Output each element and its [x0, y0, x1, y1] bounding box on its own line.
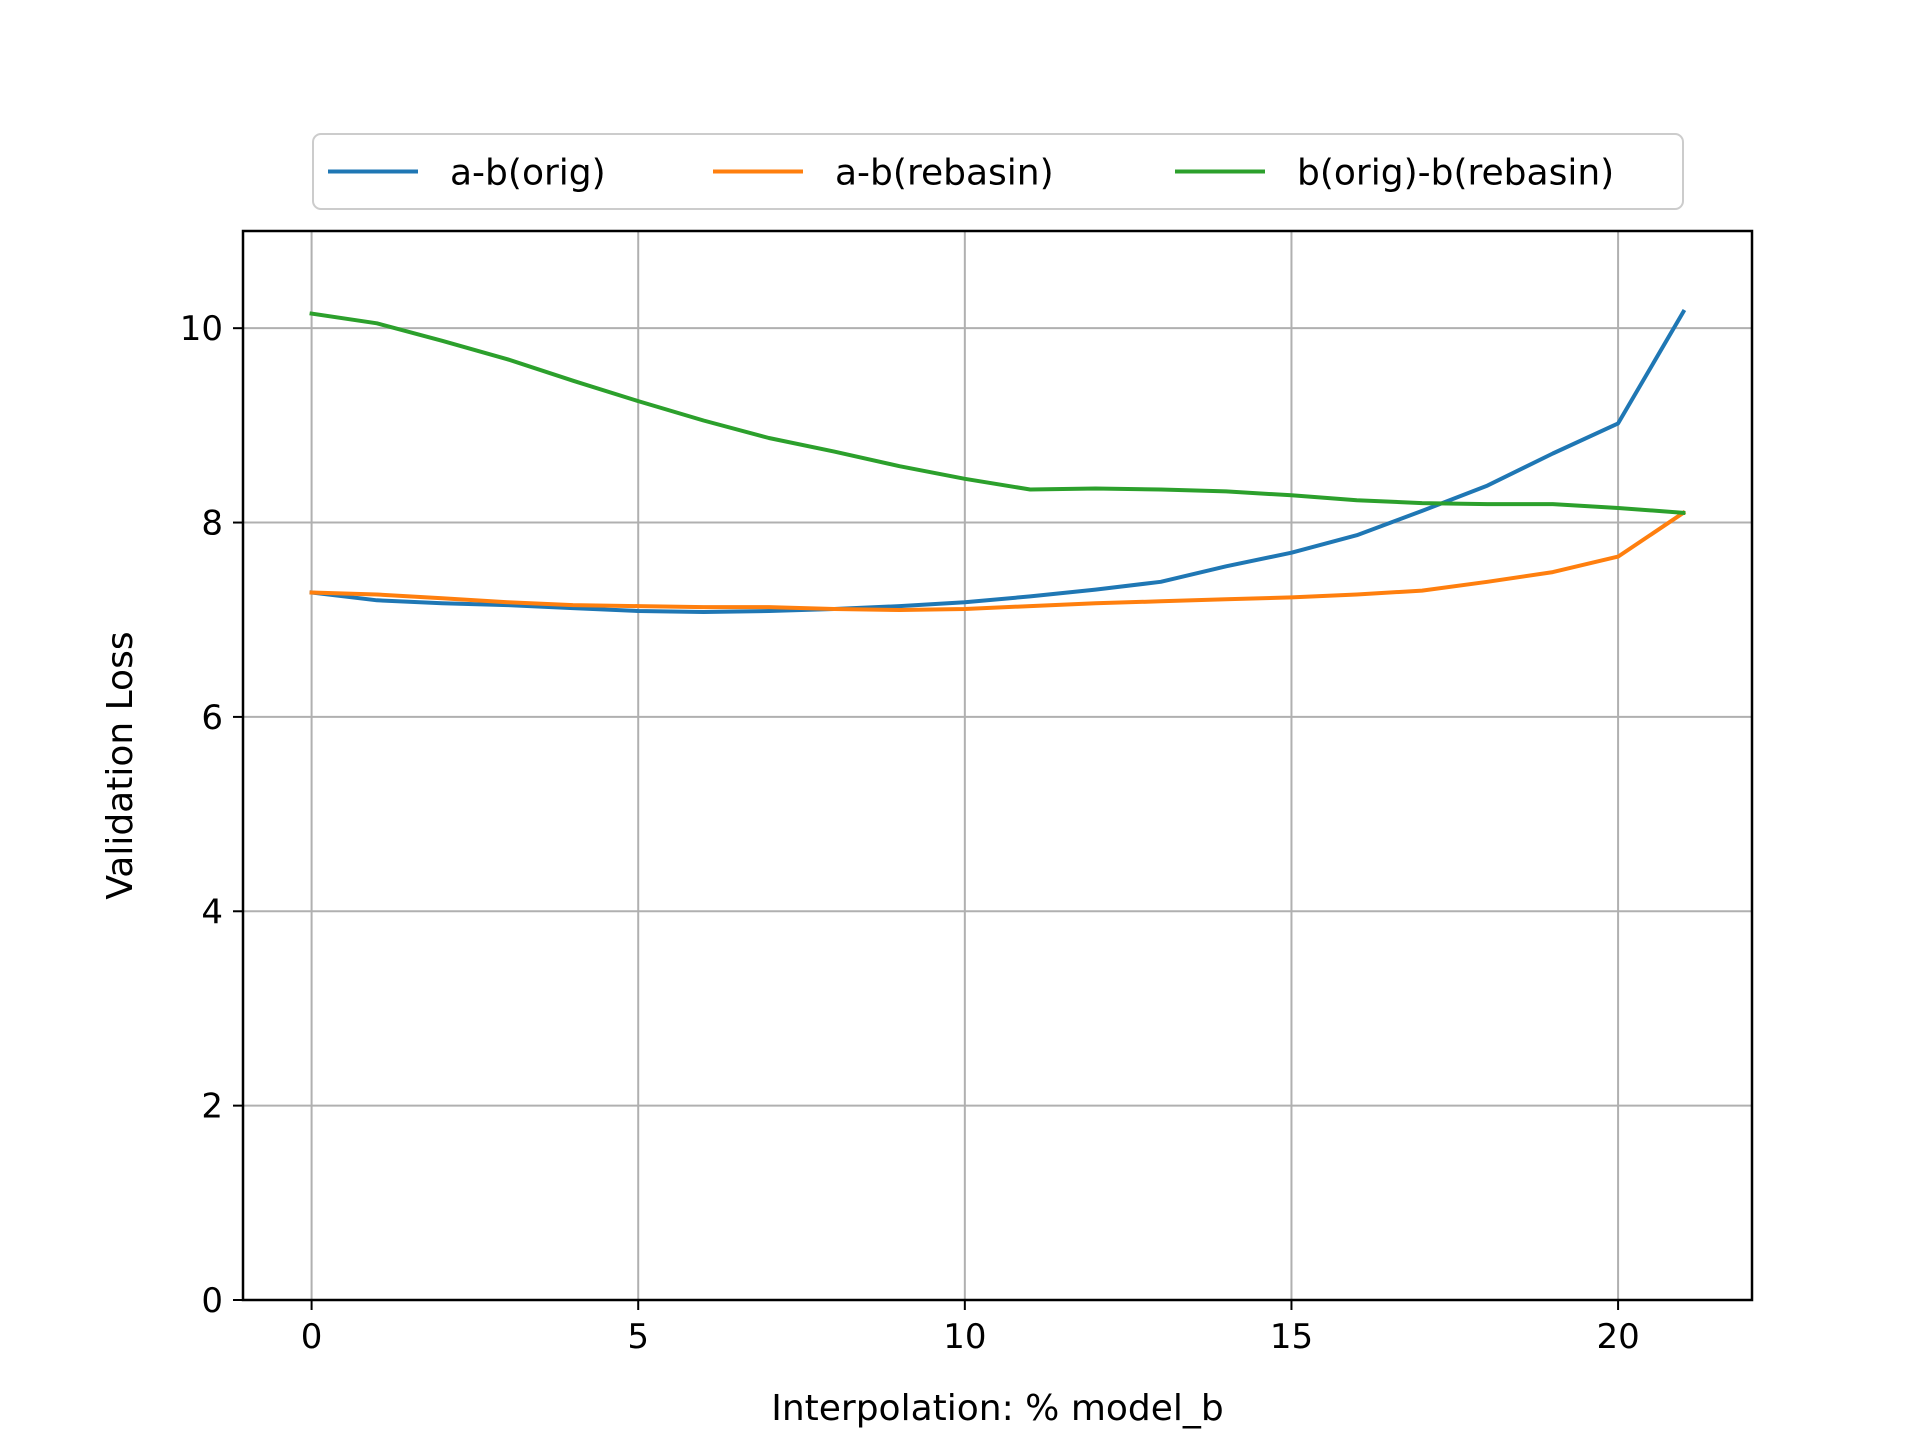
x-tick-label: 0	[301, 1317, 323, 1357]
axis-ticks: 0 5 10 15 20 0 2 4 6 8 10	[180, 309, 1640, 1357]
series-line-1	[309, 308, 1687, 614]
x-axis-title: Interpolation: % model_b	[771, 1388, 1224, 1429]
x-tick-label: 20	[1596, 1317, 1639, 1357]
series-line-2	[309, 510, 1687, 612]
y-tick-label: 8	[201, 504, 223, 544]
plot-frame	[241, 229, 1754, 1302]
y-axis-title: Validation Loss	[100, 631, 141, 899]
grid-lines	[243, 231, 1752, 1301]
legend-label: a-b(orig)	[450, 153, 606, 194]
legend: a-b(orig) a-b(rebasin) b(orig)-b(rebasin)	[312, 133, 1684, 210]
y-tick-label: 4	[201, 892, 223, 932]
y-tick-label: 10	[180, 309, 223, 349]
legend-label: b(orig)-b(rebasin)	[1297, 153, 1614, 194]
series-line-3	[309, 311, 1686, 515]
y-tick-label: 6	[201, 698, 223, 738]
y-tick-label: 0	[201, 1281, 223, 1321]
x-tick-label: 10	[943, 1317, 986, 1357]
legend-label: a-b(rebasin)	[835, 153, 1054, 194]
x-tick-label: 5	[627, 1317, 649, 1357]
y-tick-label: 2	[201, 1087, 223, 1127]
series-lines	[309, 308, 1687, 614]
legend-box	[312, 133, 1684, 210]
x-tick-label: 15	[1270, 1317, 1313, 1357]
